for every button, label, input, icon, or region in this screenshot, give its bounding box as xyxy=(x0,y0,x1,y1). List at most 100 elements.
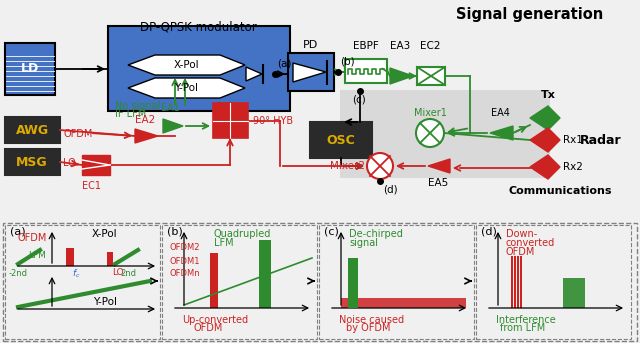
Text: OFDM: OFDM xyxy=(506,247,536,257)
Bar xyxy=(345,59,387,83)
Bar xyxy=(340,90,550,178)
Text: 2nd: 2nd xyxy=(120,269,136,278)
Bar xyxy=(513,256,515,308)
Text: -2nd: -2nd xyxy=(8,269,28,278)
Bar xyxy=(516,256,518,308)
Text: EC1: EC1 xyxy=(82,181,101,191)
Text: Down-: Down- xyxy=(506,229,537,239)
Text: (c): (c) xyxy=(352,95,365,105)
Bar xyxy=(162,225,317,339)
Text: $f_c$: $f_c$ xyxy=(72,268,81,281)
Bar xyxy=(348,258,358,308)
Text: LFM: LFM xyxy=(28,251,46,260)
Text: Y-Pol: Y-Pol xyxy=(174,83,198,93)
Text: LFM: LFM xyxy=(214,238,234,248)
Text: DP-QPSK modulator: DP-QPSK modulator xyxy=(140,20,257,33)
Text: PD: PD xyxy=(303,40,319,50)
Text: Signal generation: Signal generation xyxy=(456,7,604,22)
Text: Rx2: Rx2 xyxy=(563,162,583,172)
Bar xyxy=(5,43,55,95)
Text: EA2: EA2 xyxy=(135,115,155,125)
Bar xyxy=(82,155,110,175)
Text: by OFDM: by OFDM xyxy=(346,323,390,333)
Text: Radar: Radar xyxy=(580,133,621,146)
Polygon shape xyxy=(428,159,450,173)
Text: De-chirped: De-chirped xyxy=(349,229,403,239)
Text: converted: converted xyxy=(506,238,556,248)
Text: 90° HYB: 90° HYB xyxy=(253,116,293,126)
Text: MSG: MSG xyxy=(16,155,48,168)
Bar xyxy=(111,252,113,266)
Text: LD: LD xyxy=(21,62,39,75)
Text: OFDM1: OFDM1 xyxy=(169,257,200,265)
Text: Rx1: Rx1 xyxy=(563,135,583,145)
Polygon shape xyxy=(490,126,513,140)
Bar xyxy=(288,53,334,91)
Bar xyxy=(3,223,637,341)
Polygon shape xyxy=(530,155,560,179)
Text: LO: LO xyxy=(112,268,124,277)
Text: AWG: AWG xyxy=(15,123,49,137)
Text: EC2: EC2 xyxy=(420,41,440,51)
Text: OSC: OSC xyxy=(326,133,355,146)
Text: (c): (c) xyxy=(324,227,339,237)
Text: EA4: EA4 xyxy=(491,108,509,118)
Polygon shape xyxy=(128,78,245,98)
Bar xyxy=(67,248,70,266)
Text: (a): (a) xyxy=(10,227,26,237)
Bar xyxy=(476,225,631,339)
Bar xyxy=(511,256,513,308)
Bar xyxy=(259,240,271,308)
Bar xyxy=(109,252,111,266)
Text: EA5: EA5 xyxy=(428,178,448,188)
Text: (b): (b) xyxy=(167,227,183,237)
Circle shape xyxy=(367,153,393,179)
Text: (a): (a) xyxy=(277,58,291,68)
Bar xyxy=(69,248,71,266)
Text: EA1: EA1 xyxy=(161,103,179,113)
Polygon shape xyxy=(246,67,262,81)
Bar xyxy=(70,248,72,266)
Text: OFDM2: OFDM2 xyxy=(169,244,200,252)
Bar xyxy=(66,248,68,266)
Text: from LFM: from LFM xyxy=(500,323,545,333)
Text: IF LFM: IF LFM xyxy=(115,109,147,119)
Text: (b): (b) xyxy=(340,56,355,66)
Text: OFDM: OFDM xyxy=(63,129,92,139)
Bar xyxy=(210,253,218,308)
Bar xyxy=(108,26,290,111)
Polygon shape xyxy=(293,63,326,82)
Text: Mixer2: Mixer2 xyxy=(330,161,365,171)
Text: Noise caused: Noise caused xyxy=(339,315,404,325)
Bar xyxy=(319,225,474,339)
Text: EA3: EA3 xyxy=(390,41,410,51)
Text: Quadrupled: Quadrupled xyxy=(214,229,271,239)
Polygon shape xyxy=(128,55,245,75)
Polygon shape xyxy=(163,119,183,133)
Polygon shape xyxy=(390,68,413,84)
Polygon shape xyxy=(135,129,158,143)
Text: OFDM: OFDM xyxy=(194,323,223,333)
Text: X-Pol: X-Pol xyxy=(173,60,199,70)
Bar xyxy=(5,149,60,175)
Bar xyxy=(310,122,372,158)
Text: Mixer1: Mixer1 xyxy=(413,108,447,118)
Text: X-Pol: X-Pol xyxy=(92,229,118,239)
Text: Up-converted: Up-converted xyxy=(182,315,248,325)
Text: (d): (d) xyxy=(481,227,497,237)
Text: OFDM: OFDM xyxy=(18,233,47,243)
Bar xyxy=(341,298,466,308)
Bar xyxy=(213,103,248,138)
Polygon shape xyxy=(530,106,560,130)
Bar xyxy=(417,67,445,85)
Bar xyxy=(520,256,522,308)
Bar xyxy=(5,225,160,339)
Text: EBPF: EBPF xyxy=(353,41,379,51)
Text: Tx: Tx xyxy=(541,90,556,100)
Bar xyxy=(5,117,60,143)
Bar xyxy=(563,278,585,308)
Polygon shape xyxy=(530,128,560,152)
Circle shape xyxy=(416,119,444,147)
Bar xyxy=(72,248,74,266)
Text: Y-Pol: Y-Pol xyxy=(93,297,117,307)
